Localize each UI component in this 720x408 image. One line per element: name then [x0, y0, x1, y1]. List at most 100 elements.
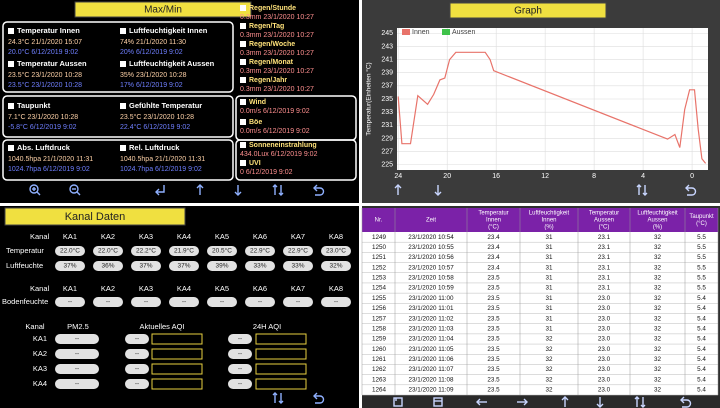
max-value: 23.5°C 23/1/2020 10:28: [8, 71, 82, 79]
table-cell: 5.4: [697, 387, 706, 394]
row-header: Kanal: [30, 232, 50, 241]
table-cell: 32: [654, 234, 662, 241]
aqi-value: --: [75, 351, 79, 358]
table-cell: 5.4: [697, 305, 706, 312]
checkbox[interactable]: [8, 61, 14, 67]
icon-ret[interactable]: [155, 185, 165, 196]
checkbox[interactable]: [240, 41, 246, 47]
max-value: 1040.5hpa 21/1/2020 11:31: [8, 156, 93, 163]
aqi-box: [255, 378, 307, 390]
channel-value: 22.0°C: [98, 247, 118, 255]
icon-up[interactable]: [561, 396, 569, 407]
icon-left[interactable]: [476, 398, 487, 406]
icon-part: [234, 191, 242, 196]
checkbox[interactable]: [240, 59, 246, 65]
checkbox[interactable]: [240, 77, 246, 83]
checkbox[interactable]: [8, 28, 14, 34]
table-cell: 5.5: [697, 234, 706, 241]
icon-right[interactable]: [517, 398, 528, 406]
y-tick-label: 245: [381, 30, 393, 37]
icon-part: [196, 184, 204, 189]
icon-back[interactable]: [680, 396, 692, 408]
checkbox[interactable]: [240, 160, 246, 166]
column-header: (°C): [488, 225, 499, 231]
value-pill: [131, 261, 161, 271]
table-cell: 32: [545, 387, 553, 394]
channel-label: KA1: [63, 232, 77, 241]
aqi-channel: KA4: [33, 379, 47, 388]
icon-part: [278, 400, 284, 404]
icon-updown[interactable]: [272, 184, 284, 196]
table-cell: 23/1/2020 11:08: [408, 376, 454, 383]
value-pill: [131, 246, 161, 256]
table-cell: 31: [545, 275, 553, 282]
icon-zin[interactable]: [29, 184, 41, 196]
x-tick-label: 4: [641, 173, 645, 180]
icon-back[interactable]: [313, 184, 325, 196]
side-label: Regen/Tag: [249, 23, 284, 30]
checkbox[interactable]: [240, 99, 246, 105]
icon-cal[interactable]: [433, 397, 443, 407]
value-pill: [169, 297, 199, 307]
table-cell: 23.0: [598, 346, 611, 353]
aqi-box: [255, 333, 307, 345]
column-header: Luftfeuchtigkeit: [529, 211, 570, 217]
x-tick-label: 0: [690, 173, 694, 180]
icon-up[interactable]: [394, 184, 402, 195]
icon-zout[interactable]: [69, 184, 81, 196]
checkbox[interactable]: [240, 23, 246, 29]
item-label: Gefühlte Temperatur: [129, 101, 202, 110]
icon-updown[interactable]: [634, 396, 646, 408]
min-value: 20% 6/12/2019 9:02: [120, 49, 183, 56]
table-cell: 32: [654, 244, 662, 251]
checkbox[interactable]: [8, 145, 14, 151]
y-tick-label: 239: [381, 70, 393, 77]
value-pill: [321, 246, 351, 256]
icon-back[interactable]: [313, 392, 325, 404]
table-cell: 5.4: [697, 346, 706, 353]
value-pill: [321, 261, 351, 271]
checkbox[interactable]: [120, 61, 126, 67]
icon-part: [640, 404, 646, 408]
value-pill: [228, 364, 252, 374]
icon-updown[interactable]: [636, 184, 648, 196]
table-cell: 5.5: [697, 264, 706, 271]
table-toolbar: [362, 396, 720, 408]
checkbox[interactable]: [240, 142, 246, 148]
icon-updown[interactable]: [272, 392, 284, 404]
icon-down[interactable]: [596, 397, 604, 408]
icon-up[interactable]: [196, 184, 204, 195]
checkbox[interactable]: [120, 103, 126, 109]
min-value: 20.0°C 6/12/2019 9:02: [8, 48, 78, 56]
x-tick-label: 8: [592, 173, 596, 180]
aqi-value: --: [238, 336, 242, 343]
table-cell: 31: [545, 315, 553, 322]
table-cell: 1259: [372, 336, 387, 343]
table-cell: 23.0: [598, 366, 611, 373]
table-cell: 31: [545, 285, 553, 292]
icon-part: [69, 184, 79, 194]
side-value: 0.0m/s 6/12/2019 9:02: [240, 128, 310, 135]
x-tick-label: 20: [443, 173, 451, 180]
icon-down[interactable]: [434, 185, 442, 196]
checkbox[interactable]: [240, 119, 246, 125]
checkbox[interactable]: [120, 145, 126, 151]
value-pill: [207, 261, 237, 271]
table-cell: 1261: [372, 356, 387, 363]
table-cell: 23.0: [598, 305, 611, 312]
table-cell: 23/1/2020 11:03: [408, 325, 454, 332]
table-cell: 23.1: [598, 234, 611, 241]
value-pill: [245, 261, 275, 271]
icon-part: [313, 392, 318, 400]
icon-back[interactable]: [685, 184, 697, 196]
side-value: 0.3mm 23/1/2020 10:27: [240, 68, 314, 75]
table-cell: 32: [654, 295, 662, 302]
icon-save[interactable]: [393, 397, 403, 407]
value-pill: [55, 379, 99, 389]
checkbox[interactable]: [8, 103, 14, 109]
table-cell: 23.5: [487, 315, 500, 322]
value-pill: [207, 297, 237, 307]
checkbox[interactable]: [240, 5, 246, 11]
icon-down[interactable]: [234, 185, 242, 196]
checkbox[interactable]: [120, 28, 126, 34]
